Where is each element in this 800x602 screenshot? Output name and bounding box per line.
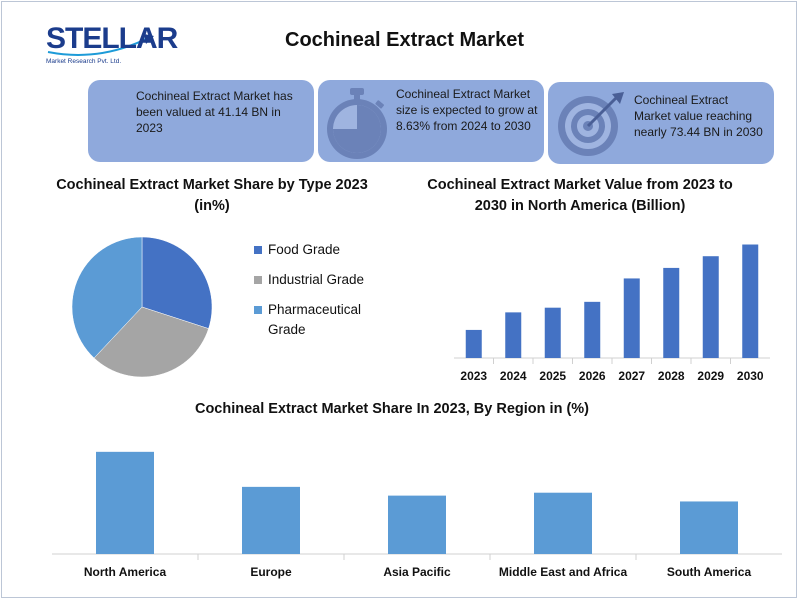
legend-item-food-grade: Food Grade bbox=[254, 240, 394, 260]
x-tick-label-asia-pacific: Asia Pacific bbox=[383, 565, 451, 579]
legend-label: Industrial Grade bbox=[268, 272, 365, 287]
bar-2025 bbox=[544, 307, 561, 358]
bar-2028 bbox=[663, 267, 680, 358]
pie-slice-food-grade bbox=[141, 236, 213, 329]
bar-2029 bbox=[702, 256, 719, 358]
bar-north-america bbox=[96, 451, 154, 554]
bar-2026 bbox=[584, 301, 601, 358]
stopwatch-icon bbox=[327, 88, 387, 159]
target-icon bbox=[558, 92, 624, 156]
pie-chart-title: Cochineal Extract Market Share by Type 2… bbox=[56, 177, 368, 214]
stat-card-text: Cochineal Extract Market value reaching … bbox=[634, 93, 763, 139]
logo-wordmark: STELLAR bbox=[46, 22, 178, 55]
x-tick-label-north-america: North America bbox=[84, 565, 167, 579]
logo-swoosh-icon bbox=[47, 34, 154, 56]
bar-south-america bbox=[680, 501, 738, 554]
page-title: Cochineal Extract Market bbox=[285, 29, 524, 51]
region-bar-chart: North America Europe Asia Pacific Middle Ea… bbox=[52, 451, 782, 579]
bar-middle-east-and-africa bbox=[534, 492, 592, 554]
x-tick-label-2026: 2026 bbox=[579, 369, 606, 383]
pie-slice-pharmaceutical-grade bbox=[71, 236, 143, 359]
x-tick-label-2023: 2023 bbox=[460, 369, 487, 383]
bar-2023 bbox=[465, 329, 482, 358]
pie-legend: Food Grade Industrial Grade Pharmaceutic… bbox=[254, 240, 394, 350]
pie-slice-industrial-grade bbox=[93, 306, 209, 378]
bar-chart-title: Cochineal Extract Market Value from 2023… bbox=[427, 177, 733, 214]
bar-asia-pacific bbox=[388, 495, 446, 554]
legend-item-industrial-grade: Industrial Grade bbox=[254, 270, 394, 290]
x-tick-label-2027: 2027 bbox=[618, 369, 645, 383]
north-america-bar-chart: 2023 2024 2025 2026 2027 2028 2029 2030 bbox=[454, 244, 770, 383]
stat-card-growth: Cochineal Extract Market size is expecte… bbox=[318, 80, 544, 162]
stat-card-text: Cochineal Extract Market size is expecte… bbox=[396, 87, 538, 133]
stellar-logo: STELLAR Market Research Pvt. Ltd. bbox=[40, 14, 178, 72]
stat-card-text: Cochineal Extract Market has been valued… bbox=[136, 89, 293, 135]
logo-subtitle: Market Research Pvt. Ltd. bbox=[46, 58, 122, 65]
legend-swatch bbox=[254, 276, 262, 284]
bar-2030 bbox=[742, 244, 759, 358]
legend-swatch bbox=[254, 246, 262, 254]
legend-label: Pharmaceutical Grade bbox=[268, 302, 362, 337]
x-tick-label-2025: 2025 bbox=[539, 369, 566, 383]
region-chart-title: Cochineal Extract Market Share In 2023, … bbox=[194, 401, 590, 417]
x-tick-label-middle-east-and-africa: Middle East and Africa bbox=[499, 565, 628, 579]
pie-chart bbox=[71, 236, 213, 378]
x-tick-label-2029: 2029 bbox=[697, 369, 724, 383]
x-tick-label-2024: 2024 bbox=[500, 369, 527, 383]
x-tick-label-europe: Europe bbox=[250, 565, 292, 579]
legend-swatch bbox=[254, 306, 262, 314]
x-tick-label-south-america: South America bbox=[667, 565, 752, 579]
bar-2024 bbox=[505, 312, 522, 358]
stat-card-valuation: Cochineal Extract Market has been valued… bbox=[88, 80, 314, 162]
x-tick-label-2030: 2030 bbox=[737, 369, 764, 383]
bar-2027 bbox=[623, 278, 640, 358]
x-tick-label-2028: 2028 bbox=[658, 369, 685, 383]
legend-item-pharmaceutical-grade: Pharmaceutical Grade bbox=[254, 300, 394, 340]
legend-label: Food Grade bbox=[268, 242, 341, 257]
bar-europe bbox=[242, 486, 300, 554]
stat-card-forecast: Cochineal Extract Market value reaching … bbox=[548, 82, 774, 164]
